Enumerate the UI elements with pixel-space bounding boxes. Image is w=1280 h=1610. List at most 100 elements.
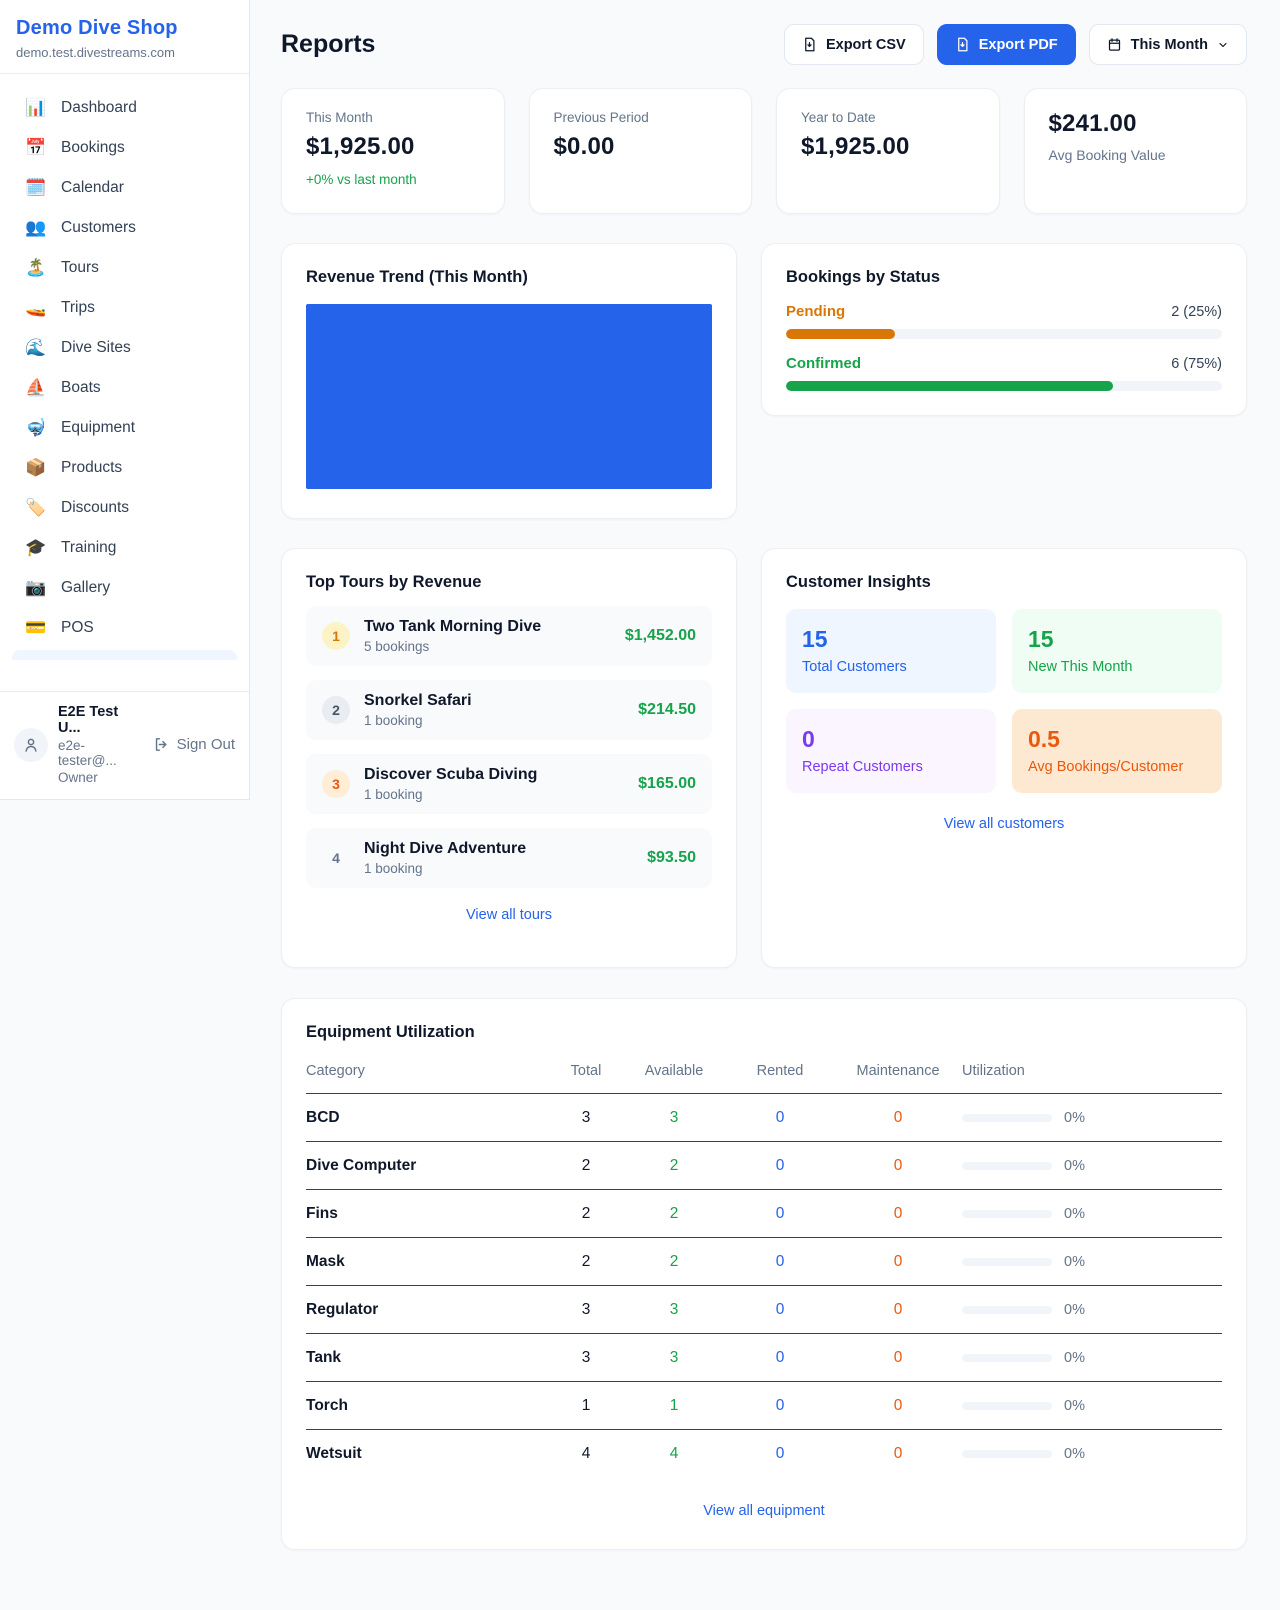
sidebar-item-label: Bookings <box>61 139 125 156</box>
sidebar-item-calendar[interactable]: 🗓️ Calendar <box>12 168 237 208</box>
sidebar-item-label: Dive Sites <box>61 339 131 356</box>
chevron-down-icon <box>1217 39 1229 51</box>
sidebar-item-pos[interactable]: 💳 POS <box>12 608 237 648</box>
utilization-pct: 0% <box>1064 1157 1085 1174</box>
tour-bookings: 1 booking <box>364 861 423 876</box>
equipment-available: 3 <box>669 1108 679 1126</box>
person-icon <box>25 738 37 752</box>
sidebar-item-label: Trips <box>61 299 95 316</box>
equipment-rented: 0 <box>775 1445 785 1462</box>
sidebar-item-tours[interactable]: 🏝️ Tours <box>12 248 237 288</box>
sidebar-item-label: Gallery <box>61 579 111 596</box>
user-role: Owner <box>58 770 98 785</box>
tile-avg-bookings-per-customer: 0.5 Avg Bookings/Customer <box>1012 709 1222 793</box>
sidebar-item-training[interactable]: 🎓 Training <box>12 528 237 568</box>
stat-card-previous-period: Previous Period $0.00 <box>528 88 752 214</box>
export-csv-button[interactable]: Export CSV <box>783 24 924 65</box>
status-progress-track <box>786 381 1222 391</box>
tag-icon: 🏷️ <box>25 498 47 518</box>
view-all-equipment-link[interactable]: View all equipment <box>703 1503 825 1519</box>
user-name: E2E Test U... <box>58 704 119 736</box>
bookings-by-status-card: Bookings by Status Pending 2 (25%) Confi… <box>761 243 1247 416</box>
tour-row: 2 Snorkel Safari 1 booking $214.50 <box>306 680 712 740</box>
equipment-total: 1 <box>581 1396 591 1414</box>
tile-label: New This Month <box>1028 659 1133 675</box>
shop-name: Demo Dive Shop <box>16 17 178 39</box>
user-info: E2E Test U... e2e-tester@... Owner <box>58 704 143 785</box>
avatar <box>14 727 48 762</box>
equipment-available: 2 <box>669 1252 679 1270</box>
utilization-pct: 0% <box>1064 1301 1085 1318</box>
calendar-icon: 🗓️ <box>25 178 47 198</box>
page-title: Reports <box>281 30 376 58</box>
tile-value: 0.5 <box>1028 726 1060 752</box>
sidebar-item-products[interactable]: 📦 Products <box>12 448 237 488</box>
sidebar-item-reports-partial[interactable] <box>12 650 237 660</box>
app-root: Demo Dive Shop demo.test.divestreams.com… <box>0 0 1247 1550</box>
export-pdf-button[interactable]: Export PDF <box>936 24 1076 65</box>
sidebar-item-trips[interactable]: 🚤 Trips <box>12 288 237 328</box>
equipment-total: 3 <box>581 1108 591 1126</box>
camera-icon: 📷 <box>25 578 47 598</box>
tour-name: Two Tank Morning Dive <box>364 618 542 635</box>
file-export-icon <box>802 37 817 52</box>
sign-out-button[interactable]: Sign Out <box>153 736 235 753</box>
sidebar-nav: 📊 Dashboard 📅 Bookings 🗓️ Calendar 👥 Cus… <box>0 74 249 691</box>
page-header: Reports Export CSV E <box>281 24 1247 65</box>
status-progress-track <box>786 329 1222 339</box>
sidebar-item-dive-sites[interactable]: 🌊 Dive Sites <box>12 328 237 368</box>
tour-name: Snorkel Safari <box>364 692 472 709</box>
sidebar-item-gallery[interactable]: 📷 Gallery <box>12 568 237 608</box>
sidebar-item-label: Discounts <box>61 499 130 516</box>
period-dropdown[interactable]: This Month <box>1088 24 1247 65</box>
sidebar-item-boats[interactable]: ⛵ Boats <box>12 368 237 408</box>
tour-revenue: $214.50 <box>638 701 696 718</box>
credit-card-icon: 💳 <box>25 618 47 638</box>
col-utilization: Utilization <box>962 1063 1025 1079</box>
equipment-available: 2 <box>669 1204 679 1222</box>
sidebar-item-label: Dashboard <box>61 99 137 116</box>
equipment-category: Dive Computer <box>306 1156 417 1174</box>
graduation-cap-icon: 🎓 <box>25 538 47 558</box>
tile-value: 15 <box>1028 626 1054 652</box>
utilization-pct: 0% <box>1064 1205 1085 1222</box>
equipment-category: Mask <box>306 1252 345 1270</box>
tour-revenue: $1,452.00 <box>624 627 696 644</box>
table-row: Dive Computer 2 2 0 0 0% <box>306 1142 1222 1190</box>
equipment-utilization-title: Equipment Utilization <box>306 1023 475 1041</box>
equipment-total: 2 <box>581 1252 591 1270</box>
utilization-bar <box>962 1113 1052 1122</box>
sidebar-item-customers[interactable]: 👥 Customers <box>12 208 237 248</box>
stat-label: Avg Booking Value <box>1048 147 1166 163</box>
sidebar-item-dashboard[interactable]: 📊 Dashboard <box>12 88 237 128</box>
tour-revenue: $93.50 <box>647 849 696 866</box>
diving-mask-icon: 🤿 <box>25 418 47 438</box>
equipment-maintenance: 0 <box>893 1396 903 1414</box>
table-row: Regulator 3 3 0 0 0% <box>306 1286 1222 1334</box>
tour-bookings: 1 booking <box>364 787 423 802</box>
sidebar-item-equipment[interactable]: 🤿 Equipment <box>12 408 237 448</box>
view-all-customers-link[interactable]: View all customers <box>943 816 1065 832</box>
col-category: Category <box>306 1063 365 1079</box>
status-progress-fill <box>786 381 1113 391</box>
period-label: This Month <box>1130 36 1208 53</box>
equipment-total: 2 <box>581 1204 591 1222</box>
equipment-table: Category Total Available Rented Maintena… <box>306 1063 1222 1478</box>
equipment-maintenance: 0 <box>893 1108 903 1126</box>
view-all-tours-link[interactable]: View all tours <box>466 907 552 923</box>
rank-badge: 2 <box>322 696 350 724</box>
package-icon: 📦 <box>25 458 47 478</box>
sidebar-item-bookings[interactable]: 📅 Bookings <box>12 128 237 168</box>
equipment-rented: 0 <box>775 1396 785 1414</box>
stats-row: This Month $1,925.00 +0% vs last month P… <box>281 88 1247 214</box>
sign-out-label: Sign Out <box>176 736 235 753</box>
utilization-pct: 0% <box>1064 1397 1085 1414</box>
stat-card-year-to-date: Year to Date $1,925.00 <box>776 88 1000 214</box>
sidebar-item-discounts[interactable]: 🏷️ Discounts <box>12 488 237 528</box>
equipment-rented: 0 <box>775 1252 785 1270</box>
equipment-total: 3 <box>581 1300 591 1318</box>
sidebar-item-label: Equipment <box>61 419 136 436</box>
table-row: Fins 2 2 0 0 0% <box>306 1190 1222 1238</box>
utilization-bar <box>962 1209 1052 1218</box>
top-tours-title: Top Tours by Revenue <box>306 573 482 591</box>
